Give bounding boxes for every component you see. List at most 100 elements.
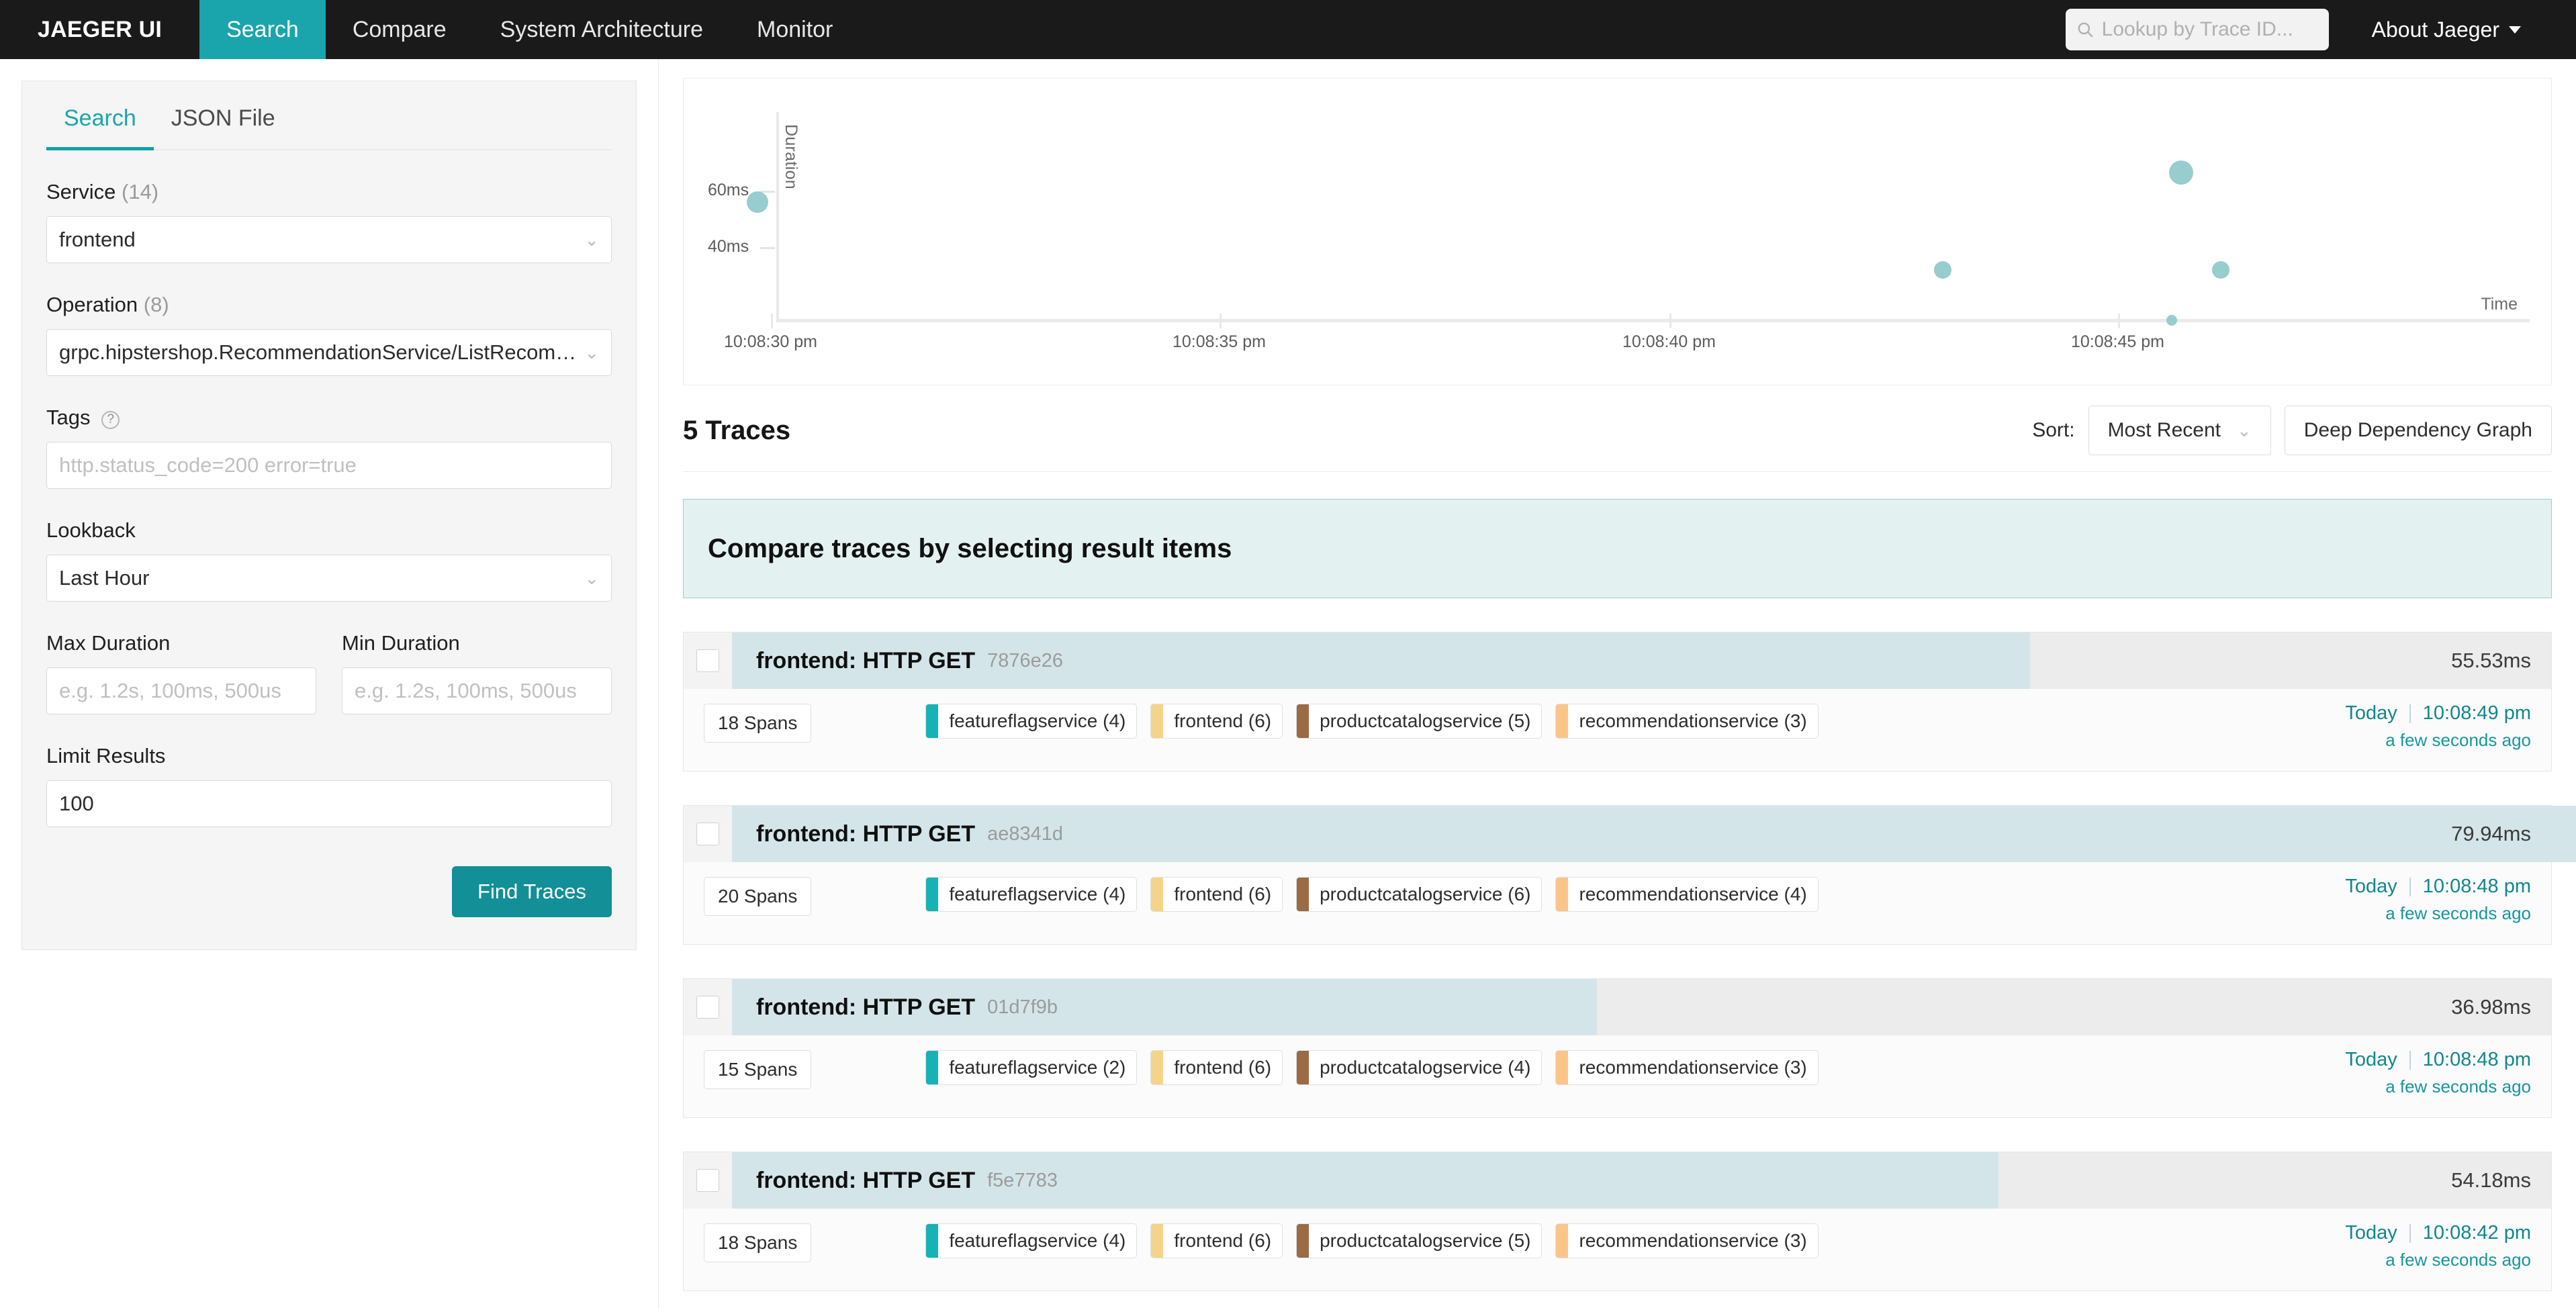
service-pill[interactable]: featureflagservice (4) [925, 877, 1138, 912]
service-pill-label: featureflagservice (2) [949, 1057, 1126, 1078]
trace-result-item[interactable]: frontend: HTTP GET f5e7783 54.18ms 18 Sp… [683, 1152, 2552, 1291]
service-pill[interactable]: productcatalogservice (6) [1296, 877, 1543, 912]
service-color-swatch [926, 704, 939, 738]
lookback-label: Lookback [46, 518, 136, 542]
trace-select-cell[interactable] [684, 806, 732, 862]
service-select[interactable]: frontend ⌄ [46, 216, 612, 263]
trace-select-cell[interactable] [684, 1152, 732, 1209]
scatter-point[interactable] [1934, 261, 1951, 279]
trace-select-checkbox[interactable] [696, 996, 719, 1019]
service-pill[interactable]: productcatalogservice (4) [1296, 1050, 1543, 1085]
trace-select-checkbox[interactable] [696, 649, 719, 672]
operation-field-group: Operation (8) grpc.hipstershop.Recommend… [46, 293, 612, 376]
trace-select-cell[interactable] [684, 633, 732, 689]
tags-field-group: Tags ? http.status_code=200 error=true [46, 406, 612, 489]
trace-day-label: Today [2345, 876, 2397, 897]
about-jaeger-menu[interactable]: About Jaeger [2329, 17, 2552, 42]
trace-result-item[interactable]: frontend: HTTP GET 01d7f9b 36.98ms 15 Sp… [683, 978, 2552, 1118]
search-icon [2078, 22, 2093, 38]
y-tick-label: 40ms [708, 237, 749, 256]
tab-json-file[interactable]: JSON File [171, 105, 275, 131]
trace-header[interactable]: frontend: HTTP GET ae8341d 79.94ms [684, 806, 2576, 862]
y-axis-tick-60ms: 60ms [708, 181, 775, 200]
service-color-swatch [1151, 1051, 1164, 1084]
trace-timestamp-group: Today 10:08:42 pm a few seconds ago [2345, 1222, 2531, 1270]
trace-title[interactable]: frontend: HTTP GET 01d7f9b [756, 979, 1058, 1035]
service-pill-label: productcatalogservice (5) [1320, 1230, 1531, 1251]
trace-duration-value: 54.18ms [2451, 1168, 2531, 1192]
trace-id-lookup-field[interactable]: Lookup by Trace ID... [2065, 9, 2329, 50]
find-traces-button[interactable]: Find Traces [452, 866, 612, 917]
scatter-point[interactable] [2166, 315, 2177, 326]
chevron-down-icon: ⌄ [2236, 420, 2252, 440]
tags-input[interactable]: http.status_code=200 error=true [46, 442, 612, 489]
trace-id: ae8341d [987, 823, 1064, 845]
service-pill[interactable]: recommendationservice (3) [1555, 1050, 1819, 1085]
trace-duration-value: 55.53ms [2451, 649, 2531, 672]
sort-select-value: Most Recent [2107, 419, 2221, 441]
sidebar-tab-bar: Search JSON File [46, 81, 612, 150]
limit-results-input[interactable]: 100 [46, 780, 612, 827]
tab-search[interactable]: Search [46, 81, 154, 150]
max-duration-input[interactable]: e.g. 1.2s, 100ms, 500us [46, 667, 316, 714]
trace-title[interactable]: frontend: HTTP GET f5e7783 [756, 1152, 1058, 1209]
service-pill[interactable]: productcatalogservice (5) [1296, 704, 1543, 739]
trace-relative-time: a few seconds ago [2385, 730, 2531, 750]
service-color-swatch [1297, 704, 1309, 738]
trace-scatter-plot[interactable]: Duration Time 60ms 40ms 10:08:30 pm 10:0… [683, 78, 2552, 385]
min-duration-input[interactable]: e.g. 1.2s, 100ms, 500us [342, 667, 612, 714]
service-pill[interactable]: recommendationservice (3) [1555, 704, 1819, 739]
trace-id: 7876e26 [987, 649, 1064, 671]
trace-result-item[interactable]: frontend: HTTP GET ae8341d 79.94ms 20 Sp… [683, 805, 2576, 945]
trace-header[interactable]: frontend: HTTP GET 7876e26 55.53ms [684, 633, 2551, 689]
service-pill[interactable]: featureflagservice (4) [925, 1223, 1138, 1258]
x-axis-line [776, 319, 2530, 322]
service-pill[interactable]: frontend (6) [1150, 1050, 1283, 1085]
nav-item-compare[interactable]: Compare [352, 16, 447, 42]
trace-title[interactable]: frontend: HTTP GET ae8341d [756, 806, 1063, 862]
trace-id: 01d7f9b [987, 996, 1058, 1018]
trace-meta-row: 20 Spans featureflagservice (4) frontend… [684, 862, 2551, 944]
trace-clock-time: 10:08:49 pm [2422, 702, 2531, 724]
x-tick-label: 10:08:35 pm [1172, 332, 1266, 351]
trace-meta-row: 18 Spans featureflagservice (4) frontend… [684, 1209, 2551, 1291]
scatter-point[interactable] [2212, 261, 2229, 279]
scatter-point[interactable] [2169, 160, 2193, 185]
trace-header[interactable]: frontend: HTTP GET 01d7f9b 36.98ms [684, 979, 2551, 1035]
service-pill[interactable]: recommendationservice (3) [1555, 1223, 1819, 1258]
service-label-text: Service [46, 180, 116, 203]
lookback-select[interactable]: Last Hour ⌄ [46, 555, 612, 602]
trace-select-cell[interactable] [684, 979, 732, 1035]
nav-item-system-architecture[interactable]: System Architecture [500, 16, 703, 42]
service-pill[interactable]: frontend (6) [1150, 1223, 1283, 1258]
trace-title[interactable]: frontend: HTTP GET 7876e26 [756, 633, 1063, 689]
max-duration-placeholder: e.g. 1.2s, 100ms, 500us [59, 679, 281, 702]
x-tick-mark [1219, 314, 1222, 328]
operation-select[interactable]: grpc.hipstershop.RecommendationService/L… [46, 329, 612, 376]
deep-dependency-graph-button[interactable]: Deep Dependency Graph [2284, 406, 2552, 455]
trace-result-item[interactable]: frontend: HTTP GET 7876e26 55.53ms 18 Sp… [683, 632, 2552, 772]
trace-select-checkbox[interactable] [696, 1169, 719, 1192]
scatter-point[interactable] [747, 191, 768, 213]
nav-item-search[interactable]: Search [199, 0, 326, 59]
x-axis-tick-1: 10:08:30 pm [724, 314, 817, 352]
trace-header[interactable]: frontend: HTTP GET f5e7783 54.18ms [684, 1152, 2551, 1209]
service-pill[interactable]: featureflagservice (2) [925, 1050, 1138, 1085]
service-pill[interactable]: recommendationservice (4) [1555, 877, 1819, 912]
trace-select-checkbox[interactable] [696, 823, 719, 845]
service-pill-label: recommendationservice (3) [1579, 1057, 1807, 1078]
results-header: 5 Traces Sort: Most Recent ⌄ Deep Depend… [683, 385, 2552, 472]
service-pill[interactable]: productcatalogservice (5) [1296, 1223, 1543, 1258]
sort-select[interactable]: Most Recent ⌄ [2088, 406, 2271, 455]
chevron-down-icon: ⌄ [584, 567, 599, 588]
app-logo[interactable]: JAEGER UI [38, 16, 163, 42]
nav-item-monitor[interactable]: Monitor [757, 16, 833, 42]
service-color-swatch [1151, 704, 1164, 738]
trace-service-list: featureflagservice (2) frontend (6) prod… [925, 1050, 1819, 1085]
service-pill[interactable]: frontend (6) [1150, 877, 1283, 912]
service-pill[interactable]: featureflagservice (4) [925, 704, 1138, 739]
service-pill[interactable]: frontend (6) [1150, 704, 1283, 739]
help-icon[interactable]: ? [101, 410, 120, 429]
service-pill-label: featureflagservice (4) [949, 1230, 1126, 1251]
y-axis-tick-40ms: 40ms [708, 237, 775, 256]
